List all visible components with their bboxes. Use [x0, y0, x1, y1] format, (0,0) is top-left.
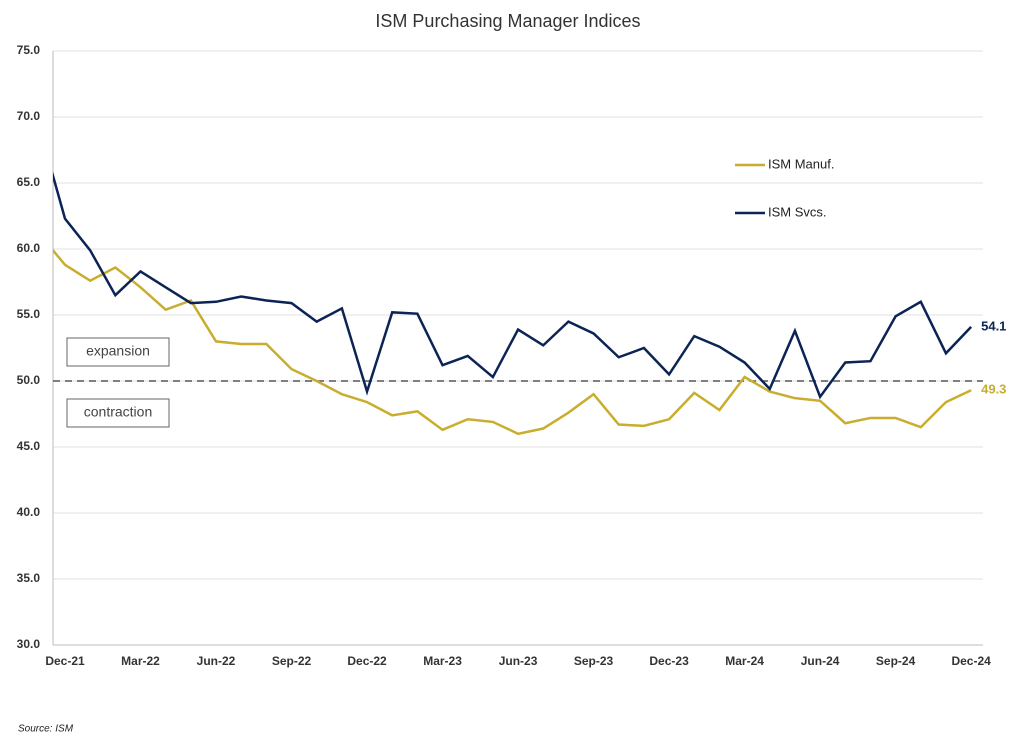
- series-line: [53, 171, 973, 400]
- y-tick-label: 55.0: [17, 307, 41, 321]
- x-tick-label: Mar-24: [725, 654, 764, 668]
- y-tick-label: 30.0: [17, 637, 41, 651]
- x-tick-label: Mar-23: [423, 654, 462, 668]
- x-tick-label: Jun-22: [197, 654, 236, 668]
- x-tick-label: Sep-23: [574, 654, 614, 668]
- source: Source: ISM: [18, 724, 74, 735]
- annotation-box: [66, 337, 170, 367]
- y-tick-label: 40.0: [17, 505, 41, 519]
- series-line: [53, 248, 972, 436]
- legend-label: ISM Svcs.: [768, 204, 827, 219]
- y-tick-label: 45.0: [17, 439, 41, 453]
- y-tick-label: 60.0: [17, 241, 41, 255]
- annotation: expansion: [86, 343, 150, 359]
- chart-title: ISM Purchasing Manager Indices: [375, 11, 640, 31]
- x-tick-label: Jun-24: [801, 654, 840, 668]
- x-tick-label: Sep-24: [876, 654, 916, 668]
- y-tick-label: 75.0: [17, 43, 41, 57]
- x-tick-label: Dec-23: [649, 654, 689, 668]
- end-label: 54.1: [981, 318, 1006, 333]
- x-tick-label: Dec-21: [45, 654, 85, 668]
- y-tick-label: 65.0: [17, 175, 41, 189]
- x-tick-label: Sep-22: [272, 654, 312, 668]
- annotation: contraction: [84, 404, 152, 420]
- x-tick-label: Jun-23: [499, 654, 538, 668]
- end-label: 49.3: [981, 382, 1006, 397]
- x-tick-label: Dec-24: [951, 654, 991, 668]
- x-tick-label: Dec-22: [347, 654, 387, 668]
- annotation-box: [66, 398, 170, 428]
- y-tick-label: 50.0: [17, 373, 41, 387]
- legend-label: ISM Manuf.: [768, 156, 834, 171]
- x-tick-label: Mar-22: [121, 654, 160, 668]
- y-tick-label: 70.0: [17, 109, 41, 123]
- y-tick-label: 35.0: [17, 571, 41, 585]
